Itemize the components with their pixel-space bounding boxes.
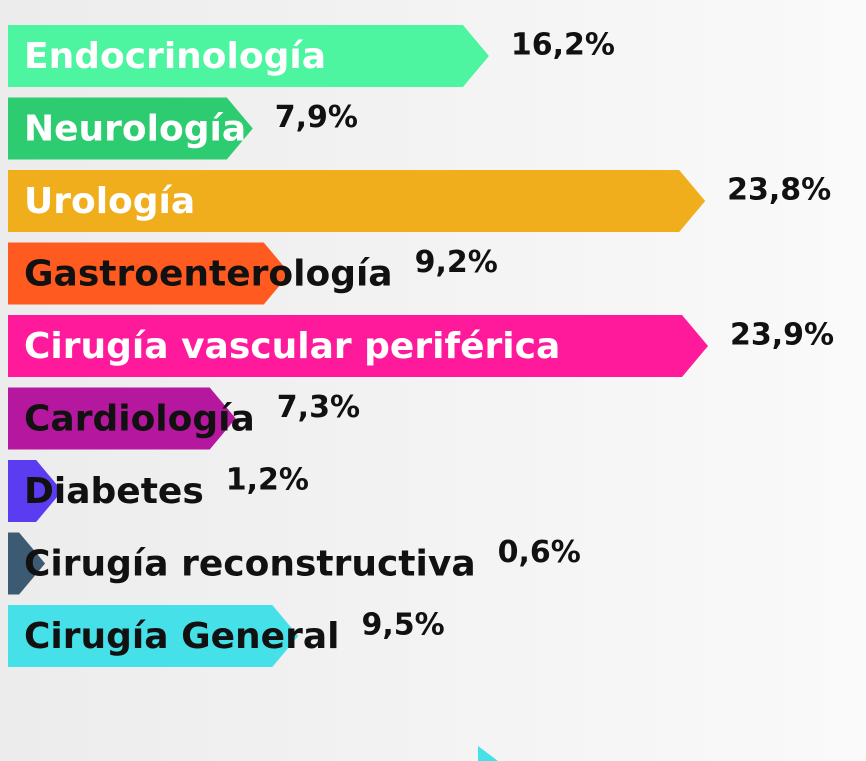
- bar: [8, 387, 236, 450]
- value-label: 9,5%: [361, 608, 444, 643]
- bar: [8, 605, 299, 667]
- category-label: Urología: [24, 181, 195, 222]
- value-label: 1,2%: [226, 463, 309, 498]
- value-label: 23,9%: [730, 318, 834, 353]
- bar: [8, 242, 290, 305]
- decoration: [478, 746, 498, 761]
- bar: [8, 97, 253, 160]
- value-label: 7,9%: [275, 100, 358, 135]
- category-label: Cirugía vascular periférica: [24, 326, 560, 367]
- category-label: Gastroenterología: [24, 254, 393, 295]
- value-label: 0,6%: [498, 535, 581, 570]
- bar: [8, 170, 706, 232]
- category-label: Neurología: [24, 109, 246, 150]
- value-label: 9,2%: [415, 245, 498, 280]
- category-label: Cirugía General: [24, 616, 339, 657]
- category-label: Endocrinología: [24, 36, 326, 77]
- bar: [8, 460, 63, 522]
- value-label: 16,2%: [511, 28, 615, 63]
- category-label: Diabetes: [24, 471, 204, 512]
- value-label: 23,8%: [727, 173, 831, 208]
- category-label: Cirugía reconstructiva: [24, 544, 476, 585]
- bar: [8, 315, 708, 377]
- bar: [8, 25, 489, 87]
- category-label: Cardiología: [24, 399, 255, 440]
- bar: [8, 532, 46, 595]
- value-label: 7,3%: [277, 390, 360, 425]
